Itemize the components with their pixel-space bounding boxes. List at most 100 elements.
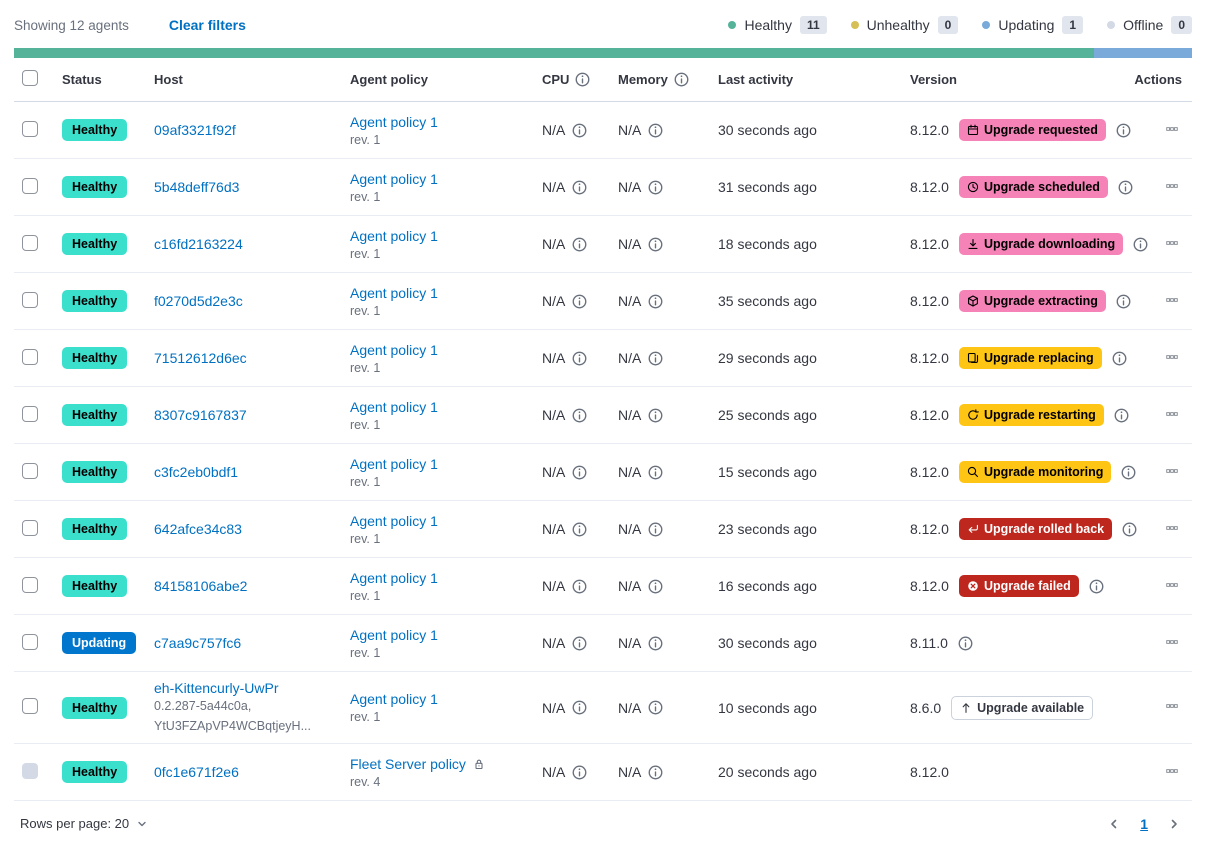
- row-checkbox[interactable]: [22, 405, 38, 422]
- row-actions-button[interactable]: [1162, 575, 1182, 598]
- row-actions-button[interactable]: [1162, 290, 1182, 313]
- info-icon[interactable]: [648, 636, 663, 651]
- info-icon[interactable]: [575, 72, 590, 87]
- rows-per-page-button[interactable]: Rows per page: 20: [14, 815, 154, 832]
- row-actions-button[interactable]: [1162, 233, 1182, 256]
- info-icon[interactable]: [1116, 294, 1131, 309]
- info-icon[interactable]: [1089, 579, 1104, 594]
- agent-policy-link[interactable]: Agent policy 1: [350, 512, 438, 529]
- info-icon[interactable]: [648, 180, 663, 195]
- agent-version: 8.12.0: [910, 350, 949, 366]
- page-number-1[interactable]: 1: [1140, 815, 1148, 832]
- agent-policy-link[interactable]: Agent policy 1: [350, 227, 438, 244]
- policy-revision: rev. 1: [350, 531, 381, 546]
- row-checkbox[interactable]: [22, 348, 38, 365]
- row-actions-button[interactable]: [1162, 761, 1182, 784]
- agent-policy-link[interactable]: Agent policy 1: [350, 626, 438, 643]
- row-actions-button[interactable]: [1162, 632, 1182, 655]
- info-icon[interactable]: [1118, 180, 1133, 195]
- info-icon[interactable]: [572, 351, 587, 366]
- info-icon[interactable]: [648, 123, 663, 138]
- agent-policy-link[interactable]: Agent policy 1: [350, 569, 438, 586]
- row-checkbox[interactable]: [22, 698, 38, 714]
- info-icon[interactable]: [572, 237, 587, 252]
- info-icon[interactable]: [648, 408, 663, 423]
- info-icon[interactable]: [572, 700, 587, 715]
- agent-policy-link[interactable]: Agent policy 1: [350, 398, 438, 415]
- info-icon[interactable]: [648, 579, 663, 594]
- row-checkbox[interactable]: [22, 291, 38, 308]
- row-actions-button[interactable]: [1162, 696, 1182, 719]
- agent-policy-link[interactable]: Agent policy 1: [350, 341, 438, 358]
- clear-filters-link[interactable]: Clear filters: [168, 17, 246, 33]
- info-icon[interactable]: [648, 465, 663, 480]
- policy-revision: rev. 1: [350, 246, 381, 261]
- row-checkbox[interactable]: [22, 120, 38, 137]
- agent-version: 8.12.0: [910, 764, 949, 780]
- agent-host-link[interactable]: c3fc2eb0bdf1: [154, 464, 239, 480]
- row-checkbox[interactable]: [22, 633, 38, 650]
- row-actions-button[interactable]: [1162, 347, 1182, 370]
- row-checkbox[interactable]: [22, 576, 38, 593]
- row-actions-button[interactable]: [1162, 404, 1182, 427]
- legend-label: Updating: [998, 17, 1055, 33]
- agent-host-link[interactable]: eh-Kittencurly-UwPr: [154, 680, 279, 696]
- row-actions-button[interactable]: [1162, 176, 1182, 199]
- info-icon[interactable]: [1116, 123, 1131, 138]
- chevron-left-icon: [1108, 818, 1120, 830]
- agent-host-link[interactable]: 84158106abe2: [154, 578, 248, 594]
- info-icon[interactable]: [572, 579, 587, 594]
- agent-policy-link[interactable]: Agent policy 1: [350, 455, 438, 472]
- info-icon[interactable]: [1122, 522, 1137, 537]
- agent-row: Healthy 09af3321f92f Agent policy 1 rev. 1 N…: [14, 101, 1192, 159]
- info-icon[interactable]: [674, 72, 689, 87]
- info-icon[interactable]: [1114, 408, 1129, 423]
- agent-host-link[interactable]: 5b48deff76d3: [154, 179, 240, 195]
- agent-host-link[interactable]: f0270d5d2e3c: [154, 293, 243, 309]
- info-icon[interactable]: [1133, 237, 1148, 252]
- info-icon[interactable]: [648, 765, 663, 780]
- agent-policy-link[interactable]: Agent policy 1: [350, 284, 438, 301]
- row-checkbox[interactable]: [22, 177, 38, 194]
- row-checkbox[interactable]: [22, 519, 38, 536]
- agent-host-link[interactable]: 09af3321f92f: [154, 122, 236, 138]
- memory-value: N/A: [618, 122, 642, 138]
- policy-revision: rev. 1: [350, 710, 381, 724]
- row-checkbox[interactable]: [22, 234, 38, 251]
- agent-policy-link[interactable]: Agent policy 1: [350, 691, 438, 707]
- info-icon[interactable]: [648, 700, 663, 715]
- info-icon[interactable]: [648, 294, 663, 309]
- info-icon[interactable]: [1121, 465, 1136, 480]
- row-checkbox[interactable]: [22, 462, 38, 479]
- info-icon[interactable]: [572, 636, 587, 651]
- info-icon[interactable]: [648, 237, 663, 252]
- info-icon[interactable]: [572, 294, 587, 309]
- agent-policy-link[interactable]: Agent policy 1: [350, 170, 438, 187]
- info-icon[interactable]: [648, 522, 663, 537]
- info-icon[interactable]: [572, 408, 587, 423]
- info-icon[interactable]: [1112, 351, 1127, 366]
- info-icon[interactable]: [572, 522, 587, 537]
- agent-host-link[interactable]: 0fc1e671f2e6: [154, 764, 239, 780]
- row-actions-button[interactable]: [1162, 119, 1182, 142]
- agent-host-link[interactable]: 642afce34c83: [154, 521, 242, 537]
- agent-host-link[interactable]: c7aa9c757fc6: [154, 635, 242, 651]
- info-icon[interactable]: [572, 465, 587, 480]
- info-icon[interactable]: [572, 180, 587, 195]
- agent-host-link[interactable]: 71512612d6ec: [154, 350, 247, 366]
- agent-version: 8.12.0: [910, 293, 949, 309]
- previous-page-button[interactable]: [1108, 818, 1120, 830]
- info-icon[interactable]: [572, 765, 587, 780]
- row-actions-button[interactable]: [1162, 461, 1182, 484]
- agent-policy-link[interactable]: Agent policy 1: [350, 113, 438, 130]
- column-header-host: Host: [146, 58, 342, 102]
- next-page-button[interactable]: [1168, 818, 1180, 830]
- agent-host-link[interactable]: c16fd2163224: [154, 236, 243, 252]
- agent-host-link[interactable]: 8307c9167837: [154, 407, 247, 423]
- agent-policy-link[interactable]: Fleet Server policy: [350, 755, 466, 772]
- info-icon[interactable]: [958, 636, 973, 651]
- select-all-checkbox[interactable]: [22, 70, 38, 86]
- info-icon[interactable]: [648, 351, 663, 366]
- info-icon[interactable]: [572, 123, 587, 138]
- row-actions-button[interactable]: [1162, 518, 1182, 541]
